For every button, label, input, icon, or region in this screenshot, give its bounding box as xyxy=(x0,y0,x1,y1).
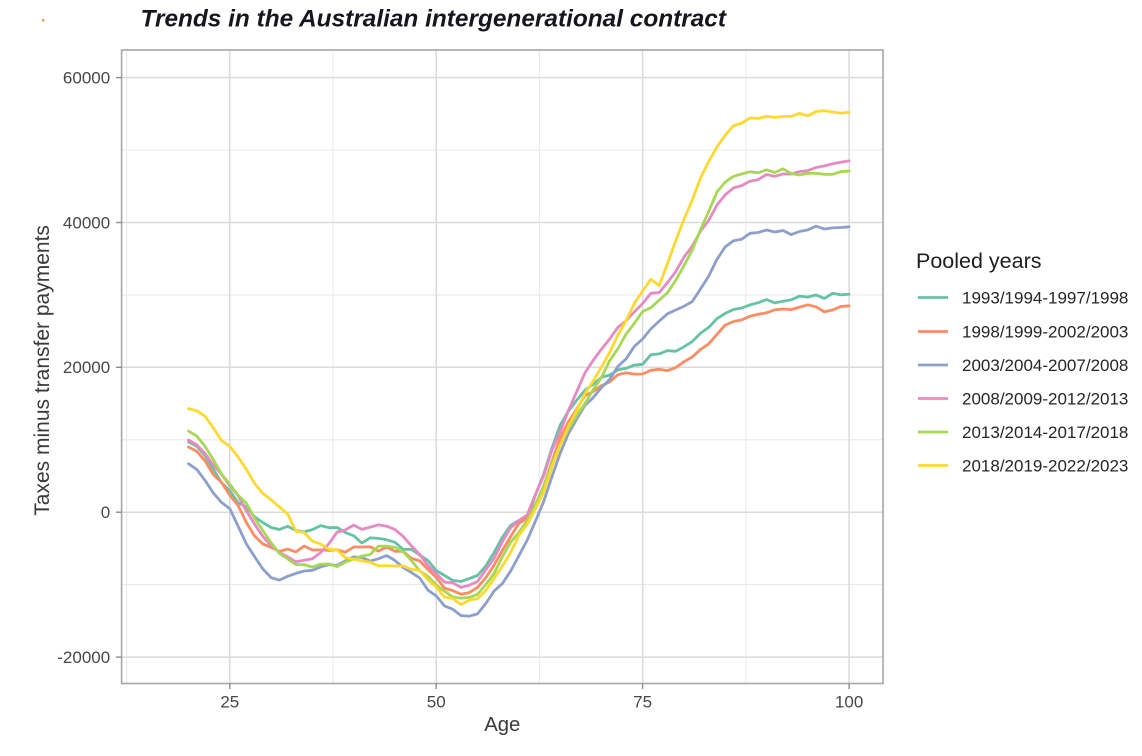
svg-text:2003/2004-2007/2008: 2003/2004-2007/2008 xyxy=(962,356,1128,375)
svg-text:-20000: -20000 xyxy=(57,648,110,667)
svg-text:60000: 60000 xyxy=(63,69,110,88)
svg-text:40000: 40000 xyxy=(63,213,110,232)
svg-text:50: 50 xyxy=(427,693,446,712)
svg-text:20000: 20000 xyxy=(63,358,110,377)
svg-text:75: 75 xyxy=(633,693,652,712)
svg-text:1998/1999-2002/2003: 1998/1999-2002/2003 xyxy=(962,323,1128,342)
svg-text:Taxes minus transfer payments: Taxes minus transfer payments xyxy=(31,225,54,516)
svg-text:2013/2014-2017/2018: 2013/2014-2017/2018 xyxy=(962,423,1128,442)
svg-text:2018/2019-2022/2023: 2018/2019-2022/2023 xyxy=(962,457,1128,476)
svg-text:0: 0 xyxy=(101,503,110,522)
svg-text:Trends in the Australian inter: Trends in the Australian intergeneration… xyxy=(141,6,727,33)
svg-text:2008/2009-2012/2013: 2008/2009-2012/2013 xyxy=(962,390,1128,409)
svg-text:Pooled years: Pooled years xyxy=(916,249,1042,273)
svg-text:Age: Age xyxy=(484,714,520,736)
svg-text:100: 100 xyxy=(835,693,863,712)
svg-text:1993/1994-1997/1998: 1993/1994-1997/1998 xyxy=(962,289,1128,308)
svg-text:25: 25 xyxy=(220,693,239,712)
